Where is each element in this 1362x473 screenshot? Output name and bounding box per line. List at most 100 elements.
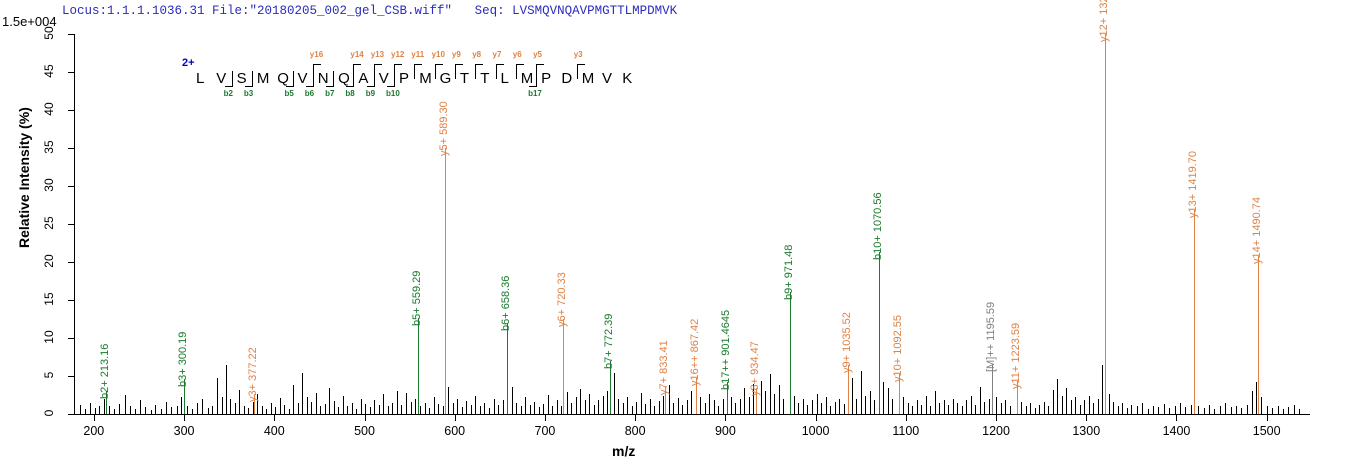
labeled-peak[interactable]	[1017, 381, 1019, 414]
noise-peak	[1122, 403, 1124, 414]
noise-peak	[939, 403, 941, 414]
noise-peak	[369, 407, 371, 414]
noise-peak	[975, 404, 977, 414]
noise-peak	[839, 398, 841, 414]
labeled-peak[interactable]	[563, 319, 565, 414]
labeled-peak[interactable]	[445, 148, 447, 414]
y-tick	[68, 34, 74, 35]
noise-peak	[709, 394, 711, 414]
labeled-peak[interactable]	[665, 387, 667, 414]
sequence-residue: P	[399, 70, 410, 87]
noise-peak	[843, 404, 845, 414]
peak-label: y11+ 1223.59	[1010, 323, 1023, 390]
noise-peak	[811, 400, 813, 414]
noise-peak	[420, 405, 422, 414]
sequence-residue: V	[378, 70, 389, 87]
noise-peak	[275, 407, 277, 414]
charge-state: 2+	[182, 57, 195, 69]
sequence-ion-marker	[576, 64, 578, 79]
noise-peak	[1066, 388, 1068, 414]
labeled-peak[interactable]	[879, 252, 881, 414]
peak-label: y6+ 720.33	[556, 272, 569, 327]
noise-peak	[192, 409, 194, 414]
noise-peak	[1185, 407, 1187, 414]
noise-peak	[602, 395, 604, 414]
noise-peak	[311, 401, 313, 414]
x-tick-label: 700	[534, 424, 556, 438]
labeled-peak[interactable]	[105, 391, 107, 414]
noise-peak	[329, 388, 331, 414]
x-tick-label: 900	[714, 424, 736, 438]
noise-peak	[874, 400, 876, 414]
sequence-ion-marker-foot	[454, 64, 463, 65]
labeled-peak[interactable]	[507, 322, 509, 414]
x-tick	[93, 415, 95, 421]
x-tick	[544, 415, 546, 421]
sequence-residue: Q	[338, 70, 350, 87]
noise-peak	[347, 405, 349, 414]
sequence-ion-marker-foot	[373, 64, 382, 65]
labeled-peak[interactable]	[610, 360, 612, 414]
noise-peak	[415, 398, 417, 414]
labeled-peak[interactable]	[789, 292, 791, 414]
labeled-peak[interactable]	[899, 374, 901, 414]
noise-peak	[1131, 404, 1133, 414]
labeled-peak[interactable]	[726, 382, 728, 414]
b-ion-label: b6	[304, 89, 315, 98]
labeled-peak[interactable]	[756, 388, 758, 414]
noise-peak	[631, 406, 633, 414]
sequence-residue: G	[439, 70, 452, 87]
noise-peak	[103, 398, 105, 414]
labeled-peak[interactable]	[253, 394, 255, 414]
y-ion-label: y14	[350, 50, 364, 59]
noise-peak	[1158, 407, 1160, 414]
noise-peak	[769, 374, 771, 414]
labeled-peak[interactable]	[184, 379, 186, 414]
labeled-peak[interactable]	[695, 377, 697, 414]
x-tick	[1086, 415, 1088, 421]
noise-peak	[315, 392, 317, 414]
noise-peak	[226, 365, 228, 414]
y-tick	[68, 376, 74, 377]
labeled-peak[interactable]	[1194, 210, 1196, 414]
noise-peak	[410, 401, 412, 414]
x-tick	[274, 415, 276, 421]
noise-peak	[834, 401, 836, 414]
noise-peak	[119, 404, 121, 414]
noise-peak	[718, 405, 720, 414]
noise-peak	[774, 394, 776, 414]
noise-peak	[1282, 408, 1284, 414]
noise-peak	[793, 395, 795, 414]
sequence-residue: V	[216, 70, 227, 87]
noise-peak	[957, 402, 959, 414]
sequence-ion-marker-foot	[475, 64, 484, 65]
x-axis-line	[74, 414, 1310, 415]
sequence-ion-marker-foot	[434, 64, 443, 65]
noise-peak	[1219, 406, 1221, 414]
noise-peak	[1057, 379, 1059, 414]
y-ion-label: y13	[370, 50, 385, 59]
noise-peak	[584, 400, 586, 414]
sequence-residue: M	[581, 70, 595, 87]
noise-peak	[907, 403, 909, 414]
noise-peak	[658, 401, 660, 414]
noise-peak	[677, 398, 679, 414]
labeled-peak[interactable]	[992, 363, 994, 414]
sequence-residue: N	[317, 70, 329, 87]
noise-peak	[94, 407, 96, 414]
noise-peak	[561, 406, 563, 414]
peak-label: y16++ 867.42	[688, 318, 701, 386]
labeled-peak[interactable]	[417, 318, 419, 414]
noise-peak	[593, 404, 595, 414]
y-ion-label: y7	[492, 50, 502, 59]
labeled-peak[interactable]	[1104, 34, 1106, 414]
noise-peak	[1153, 405, 1155, 414]
noise-peak	[239, 389, 241, 414]
labeled-peak[interactable]	[1258, 255, 1260, 414]
noise-peak	[207, 407, 209, 414]
labeled-peak[interactable]	[847, 364, 849, 414]
sequence-ion-marker-foot	[224, 86, 233, 87]
y-ion-label: y8	[472, 50, 482, 59]
b-ion-label: b7	[325, 89, 335, 98]
